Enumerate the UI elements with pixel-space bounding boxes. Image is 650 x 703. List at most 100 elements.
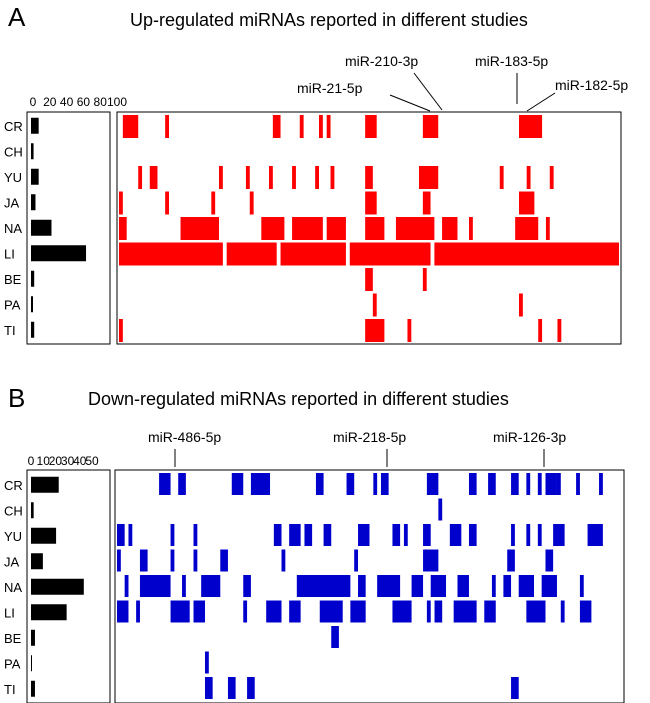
heatmap-cell-ja	[281, 549, 286, 572]
heatmap-cell-be	[422, 268, 427, 291]
heatmap-cell-ja	[365, 191, 377, 215]
heatmap-cell-na	[411, 575, 424, 597]
heatmap-cell-yu	[128, 524, 133, 546]
row-label-na: NA	[4, 580, 22, 595]
heatmap-cell-na	[457, 575, 469, 597]
mirna-annotation-label: miR-183-5p	[475, 53, 548, 69]
heatmap-cell-pa	[519, 293, 523, 317]
count-bar-ti	[31, 321, 35, 338]
bar-axis-tick-label: 20	[49, 454, 63, 468]
heatmap-cell-pa	[372, 293, 377, 317]
bar-axis-tick-label: 50	[85, 454, 99, 468]
heatmap-cell-ti	[557, 319, 562, 342]
heatmap-cell-cr	[545, 473, 557, 495]
heatmap-cell-yu	[553, 524, 565, 546]
heatmap-cell-na	[296, 575, 351, 597]
heatmap-cell-na	[261, 217, 285, 240]
heatmap-cell-yu	[323, 524, 332, 546]
heatmap-cell-li	[434, 242, 619, 266]
panel-letter: B	[8, 383, 25, 413]
heatmap-cell-ti	[511, 677, 519, 699]
heatmap-cell-li	[280, 242, 346, 266]
heatmap-cell-yu	[219, 166, 223, 189]
row-label-li: LI	[4, 246, 15, 261]
heatmap-cell-na	[518, 575, 535, 597]
count-bar-ch	[31, 502, 34, 519]
heatmap-cell-li	[579, 600, 592, 623]
heatmap-cell-ja	[519, 191, 535, 215]
heatmap-cell-na	[503, 575, 512, 597]
heatmap-cell-ja	[545, 549, 554, 572]
heatmap-cell-cr	[315, 473, 324, 495]
heatmap-cell-yu	[392, 524, 401, 546]
heatmap-cell-cr	[299, 115, 304, 138]
heatmap-cell-li	[119, 242, 223, 266]
heatmap-cell-yu	[537, 524, 542, 546]
heatmap-cell-yu	[358, 524, 370, 546]
heatmap-cell-na	[201, 575, 221, 597]
count-bar-cr	[31, 117, 39, 134]
heatmap-cell-na	[430, 575, 447, 597]
row-label-yu: YU	[4, 170, 22, 185]
heatmap-cell-yu	[468, 524, 477, 546]
heatmap-cell-na	[180, 217, 219, 240]
mirna-annotation-label: miR-486-5p	[148, 429, 221, 445]
heatmap-cell-li	[266, 600, 282, 623]
heatmap-cell-yu	[549, 166, 554, 189]
heatmap-cell-li	[453, 600, 477, 623]
bar-axis-tick-label: 60	[77, 95, 91, 109]
heatmap-cell-cr	[511, 473, 519, 495]
heatmap-cell-na	[377, 575, 401, 597]
count-bar-na	[31, 578, 84, 595]
heatmap-cell-yu	[273, 524, 282, 546]
heatmap-cell-ti	[365, 319, 385, 342]
heatmap-cell-na	[545, 217, 550, 240]
heatmap-cell-cr	[576, 473, 580, 495]
heatmap-cell-yu	[245, 166, 250, 189]
count-bar-li	[31, 604, 67, 621]
heatmap-cell-na	[469, 217, 473, 240]
heatmap-cell-ja	[354, 549, 359, 572]
heatmap-cell-ch	[438, 498, 443, 521]
heatmap-cell-yu	[587, 524, 603, 546]
row-label-cr: CR	[4, 119, 23, 134]
heatmap-cell-na	[182, 575, 186, 597]
heatmap-cell-li	[349, 242, 431, 266]
heatmap-cell-ja	[507, 549, 515, 572]
heatmap-cell-cr	[468, 473, 477, 495]
heatmap-cell-cr	[373, 473, 378, 495]
count-bar-na	[31, 219, 52, 236]
heatmap-cell-li	[170, 600, 190, 623]
heatmap-cell-cr	[488, 473, 496, 495]
heatmap-cell-yu	[193, 524, 198, 546]
panel-b: B Down-regulated miRNAs reported in diffe…	[4, 383, 625, 703]
heatmap-cell-pa	[204, 651, 209, 674]
mirna-annotation-line	[413, 72, 443, 111]
heatmap-cell-li	[350, 600, 366, 623]
row-label-yu: YU	[4, 529, 22, 544]
heatmap-cell-li	[117, 600, 129, 623]
heatmap-cell-li	[392, 600, 412, 623]
row-label-ti: TI	[4, 682, 16, 697]
row-label-ch: CH	[4, 503, 23, 518]
count-bar-pa	[31, 655, 32, 672]
heatmap-cell-li	[226, 242, 277, 266]
heatmap-cell-li	[560, 600, 565, 623]
heatmap-cell-yu	[170, 524, 175, 546]
heatmap-cell-li	[289, 600, 301, 623]
heatmap-cell-ja	[119, 191, 123, 215]
heatmap-cell-yu	[289, 524, 301, 546]
mirna-annotation-label: miR-126-3p	[493, 429, 566, 445]
bar-axis-tick-label: 40	[73, 454, 87, 468]
heatmap-cell-ja	[220, 549, 228, 572]
bar-axis-tick-label: 20	[43, 95, 57, 109]
mirna-annotation-label: miR-218-5p	[333, 429, 406, 445]
row-label-cr: CR	[4, 478, 23, 493]
row-label-ja: JA	[4, 554, 20, 569]
bar-axis-tick-label: 80	[94, 95, 108, 109]
heatmap-cell-yu	[419, 166, 439, 189]
count-bar-li	[31, 245, 87, 262]
bar-axis-tick-label: 10	[37, 454, 51, 468]
heatmap-cell-li	[434, 600, 443, 623]
